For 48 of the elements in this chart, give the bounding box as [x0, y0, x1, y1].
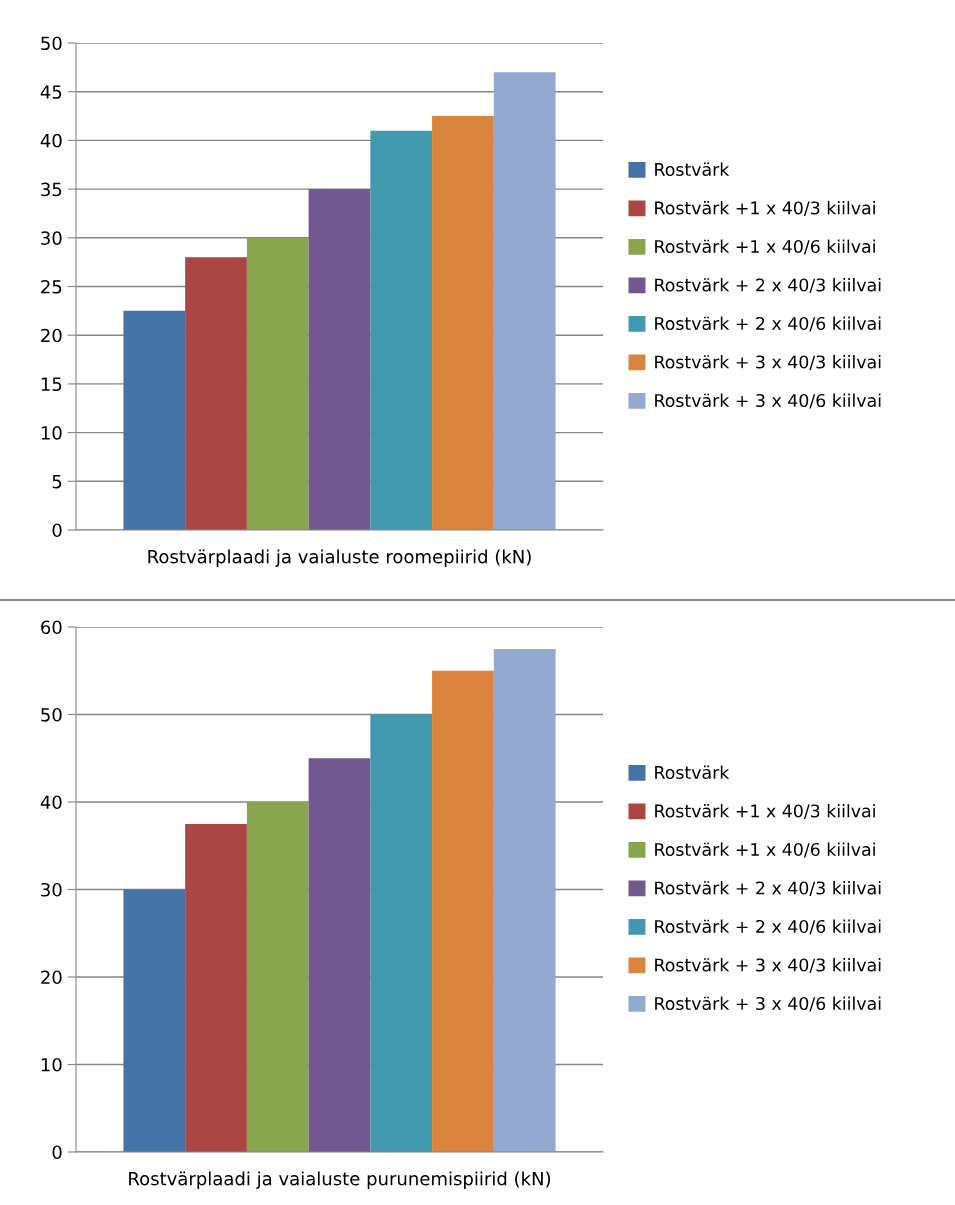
y-tick-label: 30: [41, 882, 62, 897]
y-tick-label: 15: [41, 377, 62, 392]
bar: [493, 72, 556, 530]
legend-label: Rostvärk +1 x 40/6 kiilvai: [655, 842, 875, 858]
y-tick-label: 35: [41, 182, 62, 197]
y-tick-label: 20: [41, 328, 62, 343]
y-tick-label: 30: [41, 231, 62, 245]
bar: [185, 257, 247, 530]
y-tick-label: 45: [40, 85, 62, 99]
legend-label: Rostvärk + 2 x 40/3 kiilvai: [655, 278, 881, 293]
y-tick-label: 50: [41, 36, 62, 51]
bar: [308, 189, 371, 530]
y-tick-label: 5: [52, 475, 62, 489]
x-tick-label: Rostvärplaadi ja vaialuste roomepiirid (kN): [148, 549, 531, 567]
legend-label: Rostvärk + 3 x 40/3 kiilvai: [655, 958, 881, 973]
bar: [308, 758, 371, 1152]
legend-label: Rostvärk +1 x 40/3 kiilvai: [655, 201, 875, 216]
y-tick-label: 20: [41, 970, 62, 985]
y-tick-label: 50: [41, 707, 62, 722]
legend-label: Rostvärk + 3 x 40/6 kiilvai: [655, 393, 881, 409]
y-tick-label: 40: [40, 133, 62, 148]
y-tick-label: 40: [40, 795, 62, 810]
y-tick-label: 10: [41, 1057, 62, 1072]
legend-label: Rostvärk: [655, 162, 730, 177]
legend-label: Rostvärk: [655, 765, 730, 780]
bar: [493, 648, 556, 1152]
bar: [246, 237, 309, 530]
bar: [370, 714, 433, 1152]
legend-label: Rostvärk + 3 x 40/3 kiilvai: [655, 355, 881, 370]
bar: [185, 823, 247, 1152]
legend-label: Rostvärk + 2 x 40/6 kiilvai: [655, 316, 881, 332]
bar: [123, 889, 186, 1152]
y-tick-label: 60: [41, 620, 62, 635]
legend-label: Rostvärk + 2 x 40/6 kiilvai: [655, 919, 881, 935]
bar: [123, 310, 186, 530]
legend-label: Rostvärk + 3 x 40/6 kiilvai: [655, 996, 881, 1012]
legend-label: Rostvärk +1 x 40/6 kiilvai: [655, 239, 875, 255]
legend-label: Rostvärk + 2 x 40/3 kiilvai: [655, 881, 881, 896]
bar: [370, 130, 433, 530]
legend-label: Rostvärk +1 x 40/3 kiilvai: [655, 804, 875, 819]
y-tick-label: 10: [41, 426, 62, 440]
y-tick-label: 25: [41, 279, 62, 294]
bar: [432, 670, 494, 1152]
bar: [432, 116, 494, 530]
x-tick-label: Rostvärplaadi ja vaialuste purunemispiirid (kN): [129, 1171, 551, 1189]
y-tick-label: 0: [52, 523, 62, 538]
bar: [246, 802, 309, 1152]
y-tick-label: 0: [52, 1145, 62, 1160]
